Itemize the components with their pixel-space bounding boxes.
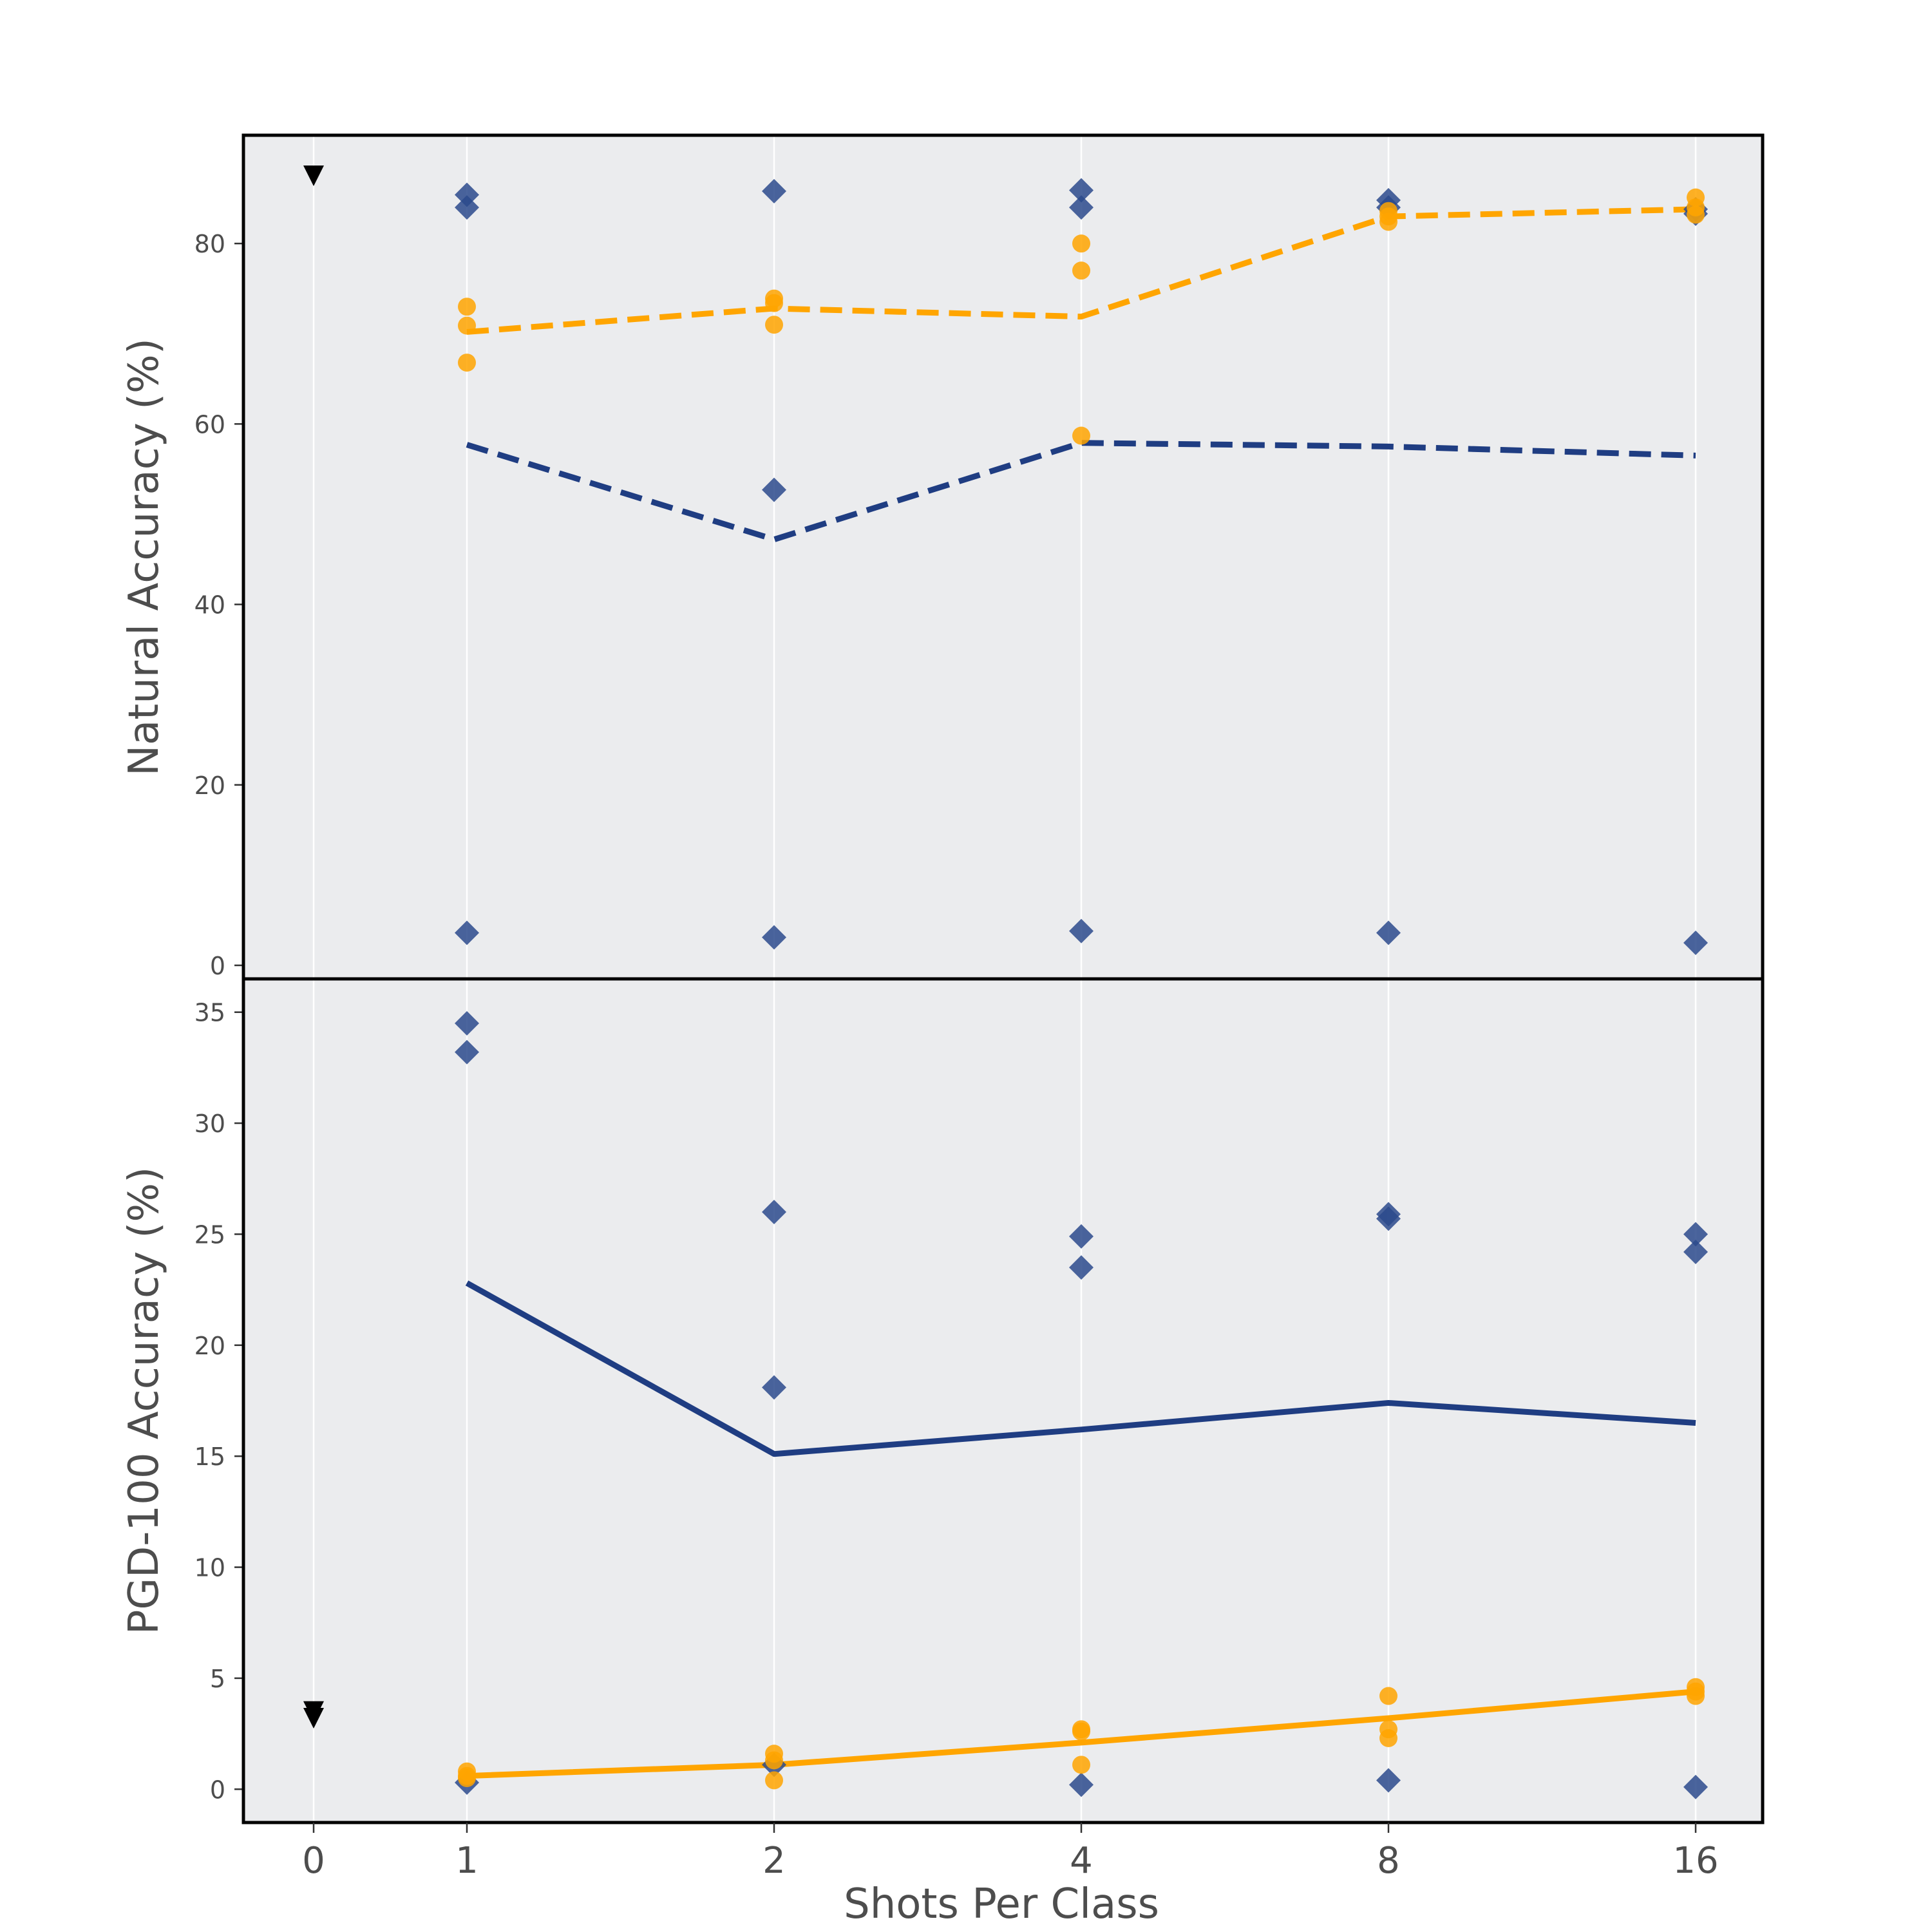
- x-tick-label: 16: [1672, 1840, 1718, 1882]
- navy-points-point: [455, 182, 479, 207]
- orange-points-point: [1687, 205, 1705, 224]
- navy-points-point: [455, 1010, 479, 1036]
- zero-shot-point: [303, 1707, 324, 1728]
- y-tick-label: 20: [194, 1332, 225, 1360]
- navy-points-point: [1069, 1255, 1094, 1280]
- navy-mean-line: [465, 1280, 1696, 1457]
- orange-points-point: [458, 1769, 476, 1788]
- plot-background: [243, 979, 1763, 1823]
- orange-points-point: [1379, 213, 1397, 231]
- x-tick-label: 8: [1377, 1840, 1400, 1882]
- navy-points-point: [1069, 1224, 1094, 1249]
- orange-points-point: [1072, 1756, 1090, 1774]
- navy-points-point: [1376, 1206, 1401, 1231]
- navy-points-point: [1683, 1240, 1708, 1265]
- zero-shot-point: [303, 166, 324, 187]
- y-axis-title: PGD-100 Accuracy (%): [120, 1167, 168, 1634]
- y-tick-label: 0: [210, 952, 225, 980]
- orange-points-point: [458, 316, 476, 335]
- navy-points-point: [1069, 178, 1094, 203]
- panel-pgd-accuracy: 0 5 10 15 20 25 30 35 PGD-100 Accuracy (%) 0 1 2 4 8 1…: [120, 977, 1765, 1882]
- orange-points-point: [1072, 261, 1090, 280]
- navy-points-point: [1683, 1222, 1708, 1247]
- y-tick-label: 25: [194, 1220, 225, 1249]
- navy-points-point: [762, 178, 786, 204]
- y-tick-label: 0: [210, 1776, 225, 1804]
- orange-points-point: [1379, 1687, 1397, 1705]
- panel-natural-accuracy: 0 20 40 60 80 Natural Accuracy (%): [120, 133, 1765, 981]
- navy-points-point: [762, 1199, 786, 1224]
- y-tick-label: 80: [194, 230, 225, 258]
- orange-points-point: [765, 1751, 783, 1770]
- x-tick-label: 1: [455, 1840, 478, 1882]
- y-tick-label: 5: [210, 1665, 225, 1693]
- navy-points-point: [1069, 1772, 1094, 1797]
- navy-points-point: [1376, 920, 1401, 945]
- orange-points-point: [765, 1771, 783, 1790]
- orange-points-point: [1072, 1722, 1090, 1741]
- orange-points-point: [458, 298, 476, 316]
- y-tick-label: 30: [194, 1110, 225, 1138]
- navy-points-point: [1683, 1774, 1708, 1799]
- navy-points-point: [762, 1375, 786, 1400]
- navy-points-point: [1069, 918, 1094, 943]
- x-tick-label: 0: [302, 1840, 325, 1882]
- y-tick-label: 60: [194, 410, 225, 439]
- orange-points-point: [1687, 1687, 1705, 1705]
- x-axis-title: Shots Per Class: [844, 1880, 1159, 1928]
- orange-points-point: [1379, 1729, 1397, 1747]
- x-tick-label: 2: [762, 1840, 786, 1882]
- y-tick-label: 40: [194, 591, 225, 620]
- y-tick-label: 20: [194, 772, 225, 800]
- navy-points-point: [455, 920, 479, 945]
- navy-points-point: [1683, 930, 1708, 955]
- navy-points-point: [762, 477, 786, 502]
- y-axis-title: Natural Accuracy (%): [120, 338, 168, 776]
- navy-mean-line: [466, 440, 1696, 543]
- navy-points-point: [1376, 1768, 1401, 1793]
- x-tick-label: 4: [1070, 1840, 1093, 1882]
- orange-points-point: [1072, 234, 1090, 253]
- plot-background: [243, 135, 1763, 979]
- plot-frame: [242, 977, 1765, 1824]
- y-tick-label: 15: [194, 1443, 225, 1471]
- navy-points-point: [455, 195, 479, 220]
- y-tick-label: 10: [194, 1554, 225, 1582]
- orange-points-point: [1072, 426, 1090, 445]
- orange-points-point: [765, 316, 783, 334]
- orange-mean-line: [466, 1689, 1696, 1779]
- navy-points-point: [455, 1039, 479, 1065]
- orange-points-point: [458, 354, 476, 372]
- navy-points-point: [762, 925, 786, 950]
- navy-points-point: [1069, 195, 1094, 220]
- orange-points-point: [765, 294, 783, 312]
- orange-mean-line: [466, 206, 1696, 335]
- y-tick-label: 35: [194, 999, 225, 1027]
